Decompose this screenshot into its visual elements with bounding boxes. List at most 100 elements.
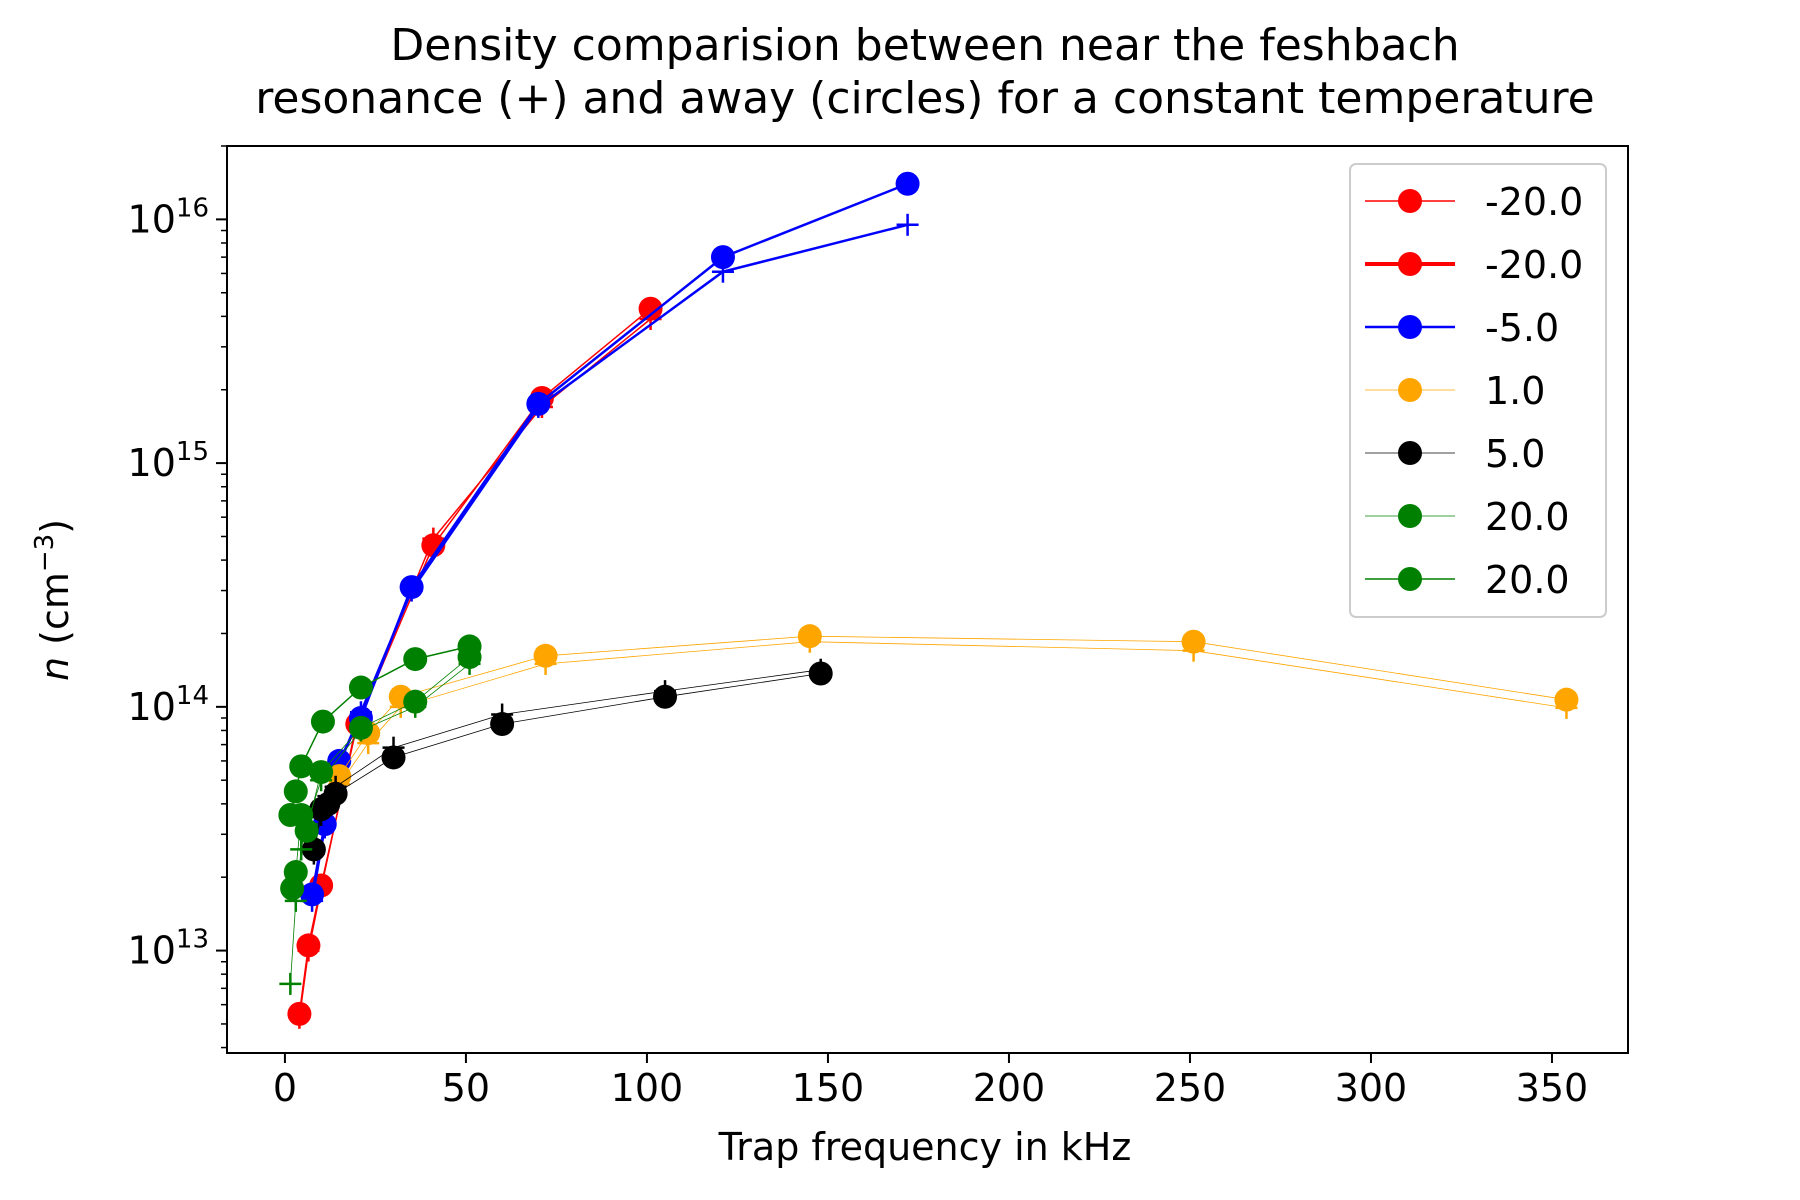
plus-marker bbox=[711, 260, 734, 283]
legend-entry: 5.0 bbox=[1365, 432, 1545, 476]
y-tick-exponent: 16 bbox=[176, 193, 209, 223]
legend-marker bbox=[1398, 252, 1422, 276]
plus-marker bbox=[349, 719, 372, 742]
plus-marker bbox=[290, 838, 313, 861]
plus-marker bbox=[324, 775, 347, 798]
y-tick-exponent: 13 bbox=[176, 925, 209, 955]
legend-label: -20.0 bbox=[1485, 180, 1583, 224]
y-tick-exponent: 14 bbox=[176, 681, 209, 711]
series-line bbox=[298, 318, 652, 1018]
series-line bbox=[310, 182, 909, 895]
legend-marker bbox=[1398, 378, 1422, 402]
legend-entry: -5.0 bbox=[1365, 306, 1559, 350]
series-3-plus bbox=[301, 213, 919, 912]
plus-marker bbox=[404, 695, 427, 718]
y-tick-label: 1015 bbox=[128, 437, 209, 485]
legend-label: 20.0 bbox=[1485, 558, 1570, 602]
data-point bbox=[283, 860, 308, 885]
x-tick-label: 100 bbox=[611, 1066, 684, 1110]
legend-entry: 1.0 bbox=[1365, 369, 1545, 413]
plus-marker bbox=[1555, 696, 1578, 719]
y-axis-label-exponent: −3 bbox=[30, 534, 60, 572]
legend-label: -5.0 bbox=[1485, 306, 1559, 350]
x-tick-label: 0 bbox=[273, 1066, 297, 1110]
y-tick-base: 10 bbox=[128, 929, 176, 973]
plus-marker bbox=[809, 658, 832, 681]
series-4-circle bbox=[327, 624, 1579, 789]
data-point bbox=[457, 634, 482, 659]
data-point bbox=[895, 171, 920, 196]
y-axis-label-close: ) bbox=[33, 519, 77, 534]
plus-marker bbox=[654, 680, 677, 703]
legend-box bbox=[1349, 163, 1607, 618]
chart-title-line-1: Density comparision between near the fes… bbox=[390, 20, 1459, 71]
chart-title-line-2: resonance (+) and away (circles) for a c… bbox=[255, 73, 1594, 124]
plus-marker bbox=[527, 395, 550, 418]
legend-marker bbox=[1398, 504, 1422, 528]
legend-marker bbox=[1398, 567, 1422, 591]
plus-marker bbox=[382, 736, 405, 759]
y-tick-exponent: 15 bbox=[176, 437, 209, 467]
data-point bbox=[289, 754, 314, 779]
legend-entry: 20.0 bbox=[1365, 495, 1570, 539]
y-tick-base: 10 bbox=[128, 197, 176, 241]
legend-entry: -20.0 bbox=[1365, 180, 1583, 224]
legend-entry: -20.0 bbox=[1365, 243, 1583, 287]
plot-frame bbox=[226, 145, 1629, 1054]
plus-marker bbox=[534, 652, 557, 675]
x-tick-label: 150 bbox=[792, 1066, 865, 1110]
legend-label: 20.0 bbox=[1485, 495, 1570, 539]
x-tick-label: 300 bbox=[1335, 1066, 1408, 1110]
y-tick-base: 10 bbox=[128, 685, 176, 729]
legend-label: 1.0 bbox=[1485, 369, 1545, 413]
y-tick-label: 1014 bbox=[128, 681, 209, 729]
plus-marker bbox=[310, 803, 333, 826]
series-6-circle bbox=[301, 661, 833, 862]
data-point bbox=[403, 647, 428, 672]
y-axis-label: n (cm−3) bbox=[30, 519, 77, 681]
plus-marker bbox=[310, 769, 333, 792]
legend-marker bbox=[1398, 441, 1422, 465]
y-tick-base: 10 bbox=[128, 441, 176, 485]
plus-marker bbox=[295, 813, 318, 836]
x-axis-label: Trap frequency in kHz bbox=[718, 1125, 1132, 1169]
series-1-plus bbox=[288, 308, 662, 1029]
series-layer bbox=[278, 171, 1579, 1029]
x-tick-label: 350 bbox=[1516, 1066, 1589, 1110]
series-7-plus bbox=[302, 658, 832, 865]
y-axis-label-unit: (cm bbox=[33, 572, 77, 657]
series-line bbox=[338, 641, 1567, 785]
data-point bbox=[710, 245, 735, 270]
series-10-circle bbox=[278, 634, 482, 827]
legend-marker bbox=[1398, 315, 1422, 339]
legend: -20.0 -20.0 -5.0 1.0 5.0 20.0 20.0 bbox=[1349, 163, 1607, 618]
legend-label: 5.0 bbox=[1485, 432, 1545, 476]
plus-marker bbox=[491, 703, 514, 726]
data-point bbox=[310, 709, 335, 734]
plus-marker bbox=[896, 213, 919, 236]
legend-entry: 20.0 bbox=[1365, 558, 1570, 602]
y-tick-label: 1016 bbox=[128, 193, 209, 241]
y-tick-label: 1013 bbox=[128, 925, 209, 973]
legend-marker bbox=[1398, 189, 1422, 213]
series-5-plus bbox=[328, 630, 1578, 796]
plus-marker bbox=[297, 939, 320, 962]
plus-marker bbox=[279, 972, 302, 995]
series-2-circle bbox=[300, 171, 920, 907]
series-line bbox=[310, 223, 908, 902]
y-axis-label-symbol: n bbox=[33, 657, 77, 681]
x-tick-label: 250 bbox=[1154, 1066, 1227, 1110]
plus-marker bbox=[284, 889, 307, 912]
data-point bbox=[283, 779, 308, 804]
x-tick-label: 50 bbox=[442, 1066, 490, 1110]
data-point bbox=[348, 675, 373, 700]
series-line bbox=[338, 635, 1567, 777]
plus-marker bbox=[288, 1006, 311, 1029]
plus-marker bbox=[422, 527, 445, 550]
legend-label: -20.0 bbox=[1485, 243, 1583, 287]
plus-marker bbox=[400, 579, 423, 602]
plus-marker bbox=[798, 630, 821, 653]
plus-marker bbox=[1182, 639, 1205, 662]
